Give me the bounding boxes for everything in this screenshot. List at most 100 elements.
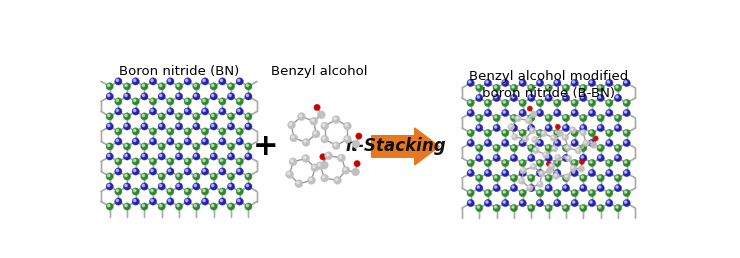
Circle shape [538,171,540,173]
Circle shape [115,108,122,115]
Circle shape [597,84,605,92]
Circle shape [115,188,122,195]
Circle shape [538,131,540,133]
Circle shape [564,96,566,98]
Circle shape [158,183,165,190]
Circle shape [133,199,136,202]
Circle shape [308,176,315,184]
Circle shape [168,159,170,162]
Circle shape [468,81,471,83]
Circle shape [545,94,552,102]
Circle shape [221,139,223,142]
Circle shape [186,199,188,202]
Circle shape [494,96,497,98]
Circle shape [520,131,522,133]
Circle shape [467,129,474,136]
Circle shape [552,136,554,138]
Circle shape [614,94,622,102]
Circle shape [614,184,622,192]
Circle shape [579,159,585,165]
Circle shape [158,203,165,210]
Circle shape [166,108,174,115]
Circle shape [201,108,209,115]
Circle shape [562,114,570,122]
Circle shape [203,199,205,202]
Circle shape [193,203,200,210]
Circle shape [219,168,226,175]
Circle shape [511,204,517,212]
Circle shape [344,168,346,171]
Circle shape [502,139,509,147]
Circle shape [566,146,568,148]
Circle shape [512,126,514,128]
Circle shape [623,99,630,107]
Circle shape [546,126,549,128]
Circle shape [229,94,231,96]
Circle shape [168,169,170,172]
Circle shape [494,186,497,188]
Circle shape [493,124,500,132]
Circle shape [107,184,110,187]
Circle shape [579,144,587,152]
Circle shape [106,83,113,90]
Circle shape [476,174,483,182]
Circle shape [562,154,570,162]
Circle shape [585,141,586,143]
Circle shape [606,159,613,167]
Circle shape [580,130,587,136]
Circle shape [186,139,188,142]
Circle shape [493,154,500,162]
Circle shape [485,189,491,197]
Circle shape [546,186,549,188]
Circle shape [304,140,306,143]
Circle shape [106,203,113,210]
Circle shape [238,169,240,172]
Circle shape [184,188,192,195]
Circle shape [106,183,113,190]
Circle shape [531,129,533,131]
Circle shape [493,204,500,212]
Circle shape [229,204,231,207]
Circle shape [519,99,526,107]
Circle shape [503,191,505,193]
Circle shape [616,186,618,188]
Circle shape [158,83,165,90]
Circle shape [477,146,480,148]
Circle shape [149,198,157,205]
Circle shape [597,204,605,212]
Circle shape [485,161,488,163]
Circle shape [536,129,544,136]
Circle shape [201,98,209,105]
Circle shape [302,139,310,146]
Circle shape [571,159,578,167]
Circle shape [149,138,157,145]
Text: +: + [253,132,279,161]
Circle shape [186,109,188,111]
Circle shape [597,144,605,152]
Circle shape [221,99,223,102]
Circle shape [579,184,587,192]
Circle shape [511,134,518,140]
Circle shape [564,186,566,188]
Circle shape [554,129,561,136]
Circle shape [166,168,174,175]
Circle shape [124,203,131,210]
Circle shape [571,99,578,107]
Circle shape [346,124,348,126]
Circle shape [115,128,122,135]
Circle shape [562,144,570,152]
Circle shape [571,166,574,168]
Circle shape [229,174,231,177]
Circle shape [160,174,162,177]
Circle shape [503,141,505,143]
Circle shape [168,199,170,202]
Circle shape [579,174,587,182]
Circle shape [616,116,618,118]
Circle shape [168,139,170,142]
Circle shape [555,124,560,129]
Circle shape [519,179,522,181]
Circle shape [186,189,188,192]
Circle shape [151,129,153,132]
Circle shape [562,94,570,102]
Circle shape [132,138,139,145]
